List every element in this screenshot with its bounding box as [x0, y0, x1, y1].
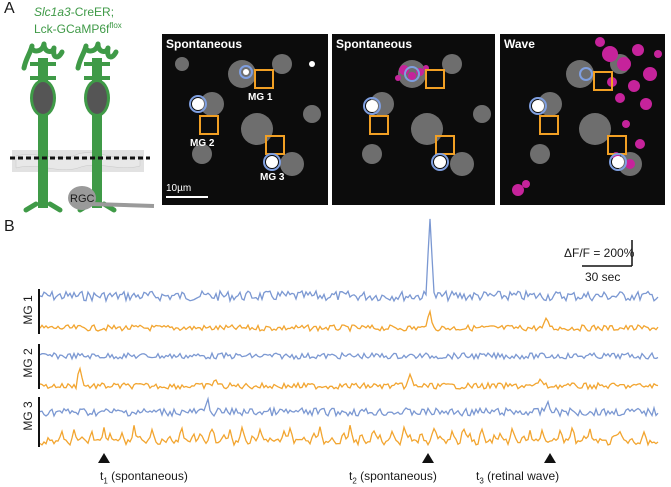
scale-bar [582, 240, 633, 267]
scale-dff-label: ΔF/F = 200% [564, 246, 635, 260]
event-label-t2: t2 (spontaneous) [349, 469, 437, 485]
micrograph-1-title: Spontaneous [166, 37, 243, 51]
calcium-traces [40, 218, 659, 447]
muller-glia-schematic [10, 41, 155, 213]
trace-mg1-orange [40, 308, 659, 333]
panel-a-letter: A [4, 0, 15, 17]
micrograph-wave: Wave [500, 34, 665, 205]
micrograph-2-title: Spontaneous [336, 37, 413, 51]
event-t3-sub: 3 [479, 476, 484, 486]
genotype-reporter-sup: flox [109, 21, 122, 30]
micrograph-1-content [166, 54, 321, 198]
row-bar-mg1 [38, 289, 40, 334]
scale-time-label: 30 sec [585, 270, 621, 284]
event-marker-t2 [422, 453, 434, 463]
micrograph-3-title: Wave [504, 37, 535, 51]
genotype-label: Slc1a3-CreER; Lck-GCaMP6fflox [34, 6, 122, 36]
mg3-label: MG 3 [260, 172, 285, 183]
trace-mg2-orange [40, 366, 659, 391]
event-t3-t: t [476, 469, 480, 483]
scale-bar-label: 10µm [166, 183, 192, 194]
micrograph-spontaneous-1: Spontaneous MG 1 MG 2 MG 3 10µm [162, 34, 328, 205]
row-label-mg2: MG 2 [21, 348, 35, 378]
mg2-label: MG 2 [190, 138, 215, 149]
row-label-mg1: MG 1 [21, 295, 35, 325]
genotype-gene: Slc1a3 [34, 5, 71, 19]
micrograph-2-content [362, 54, 491, 176]
event-marker-t1 [98, 453, 110, 463]
trace-mg2-blue [40, 351, 659, 361]
genotype-reporter: Lck-GCaMP6f [34, 22, 110, 36]
trace-mg3-orange [40, 424, 659, 447]
muller-cell-2 [75, 41, 119, 213]
event-t1-sub: 1 [103, 476, 108, 486]
micrograph-spontaneous-2: Spontaneous [332, 34, 495, 205]
event-t1-t: t [100, 469, 104, 483]
event-label-t3: t3 (retinal wave) [476, 469, 559, 485]
rgc-label: RGC [70, 193, 95, 205]
muller-cell-1 [21, 41, 65, 213]
trace-mg3-blue [40, 396, 659, 418]
event-t3-text: (retinal wave) [483, 469, 560, 483]
event-marker-t3 [544, 453, 556, 463]
rgc-axon [91, 202, 155, 208]
event-t1-text: (spontaneous) [107, 469, 188, 483]
event-label-t1: t1 (spontaneous) [100, 469, 188, 485]
panel-b-letter: B [4, 218, 15, 235]
event-t2-text: (spontaneous) [356, 469, 437, 483]
event-t2-t: t [349, 469, 353, 483]
genotype-suffix: -CreER; [70, 5, 115, 19]
row-bar-mg2 [38, 344, 40, 389]
mg1-label: MG 1 [248, 92, 273, 103]
trace-mg1-blue [40, 218, 659, 304]
row-label-mg3: MG 3 [21, 401, 35, 431]
row-bar-mg3 [38, 397, 40, 447]
event-t2-sub: 2 [352, 476, 357, 486]
rgc-soma [68, 186, 96, 210]
micrograph-3-content [512, 37, 662, 196]
